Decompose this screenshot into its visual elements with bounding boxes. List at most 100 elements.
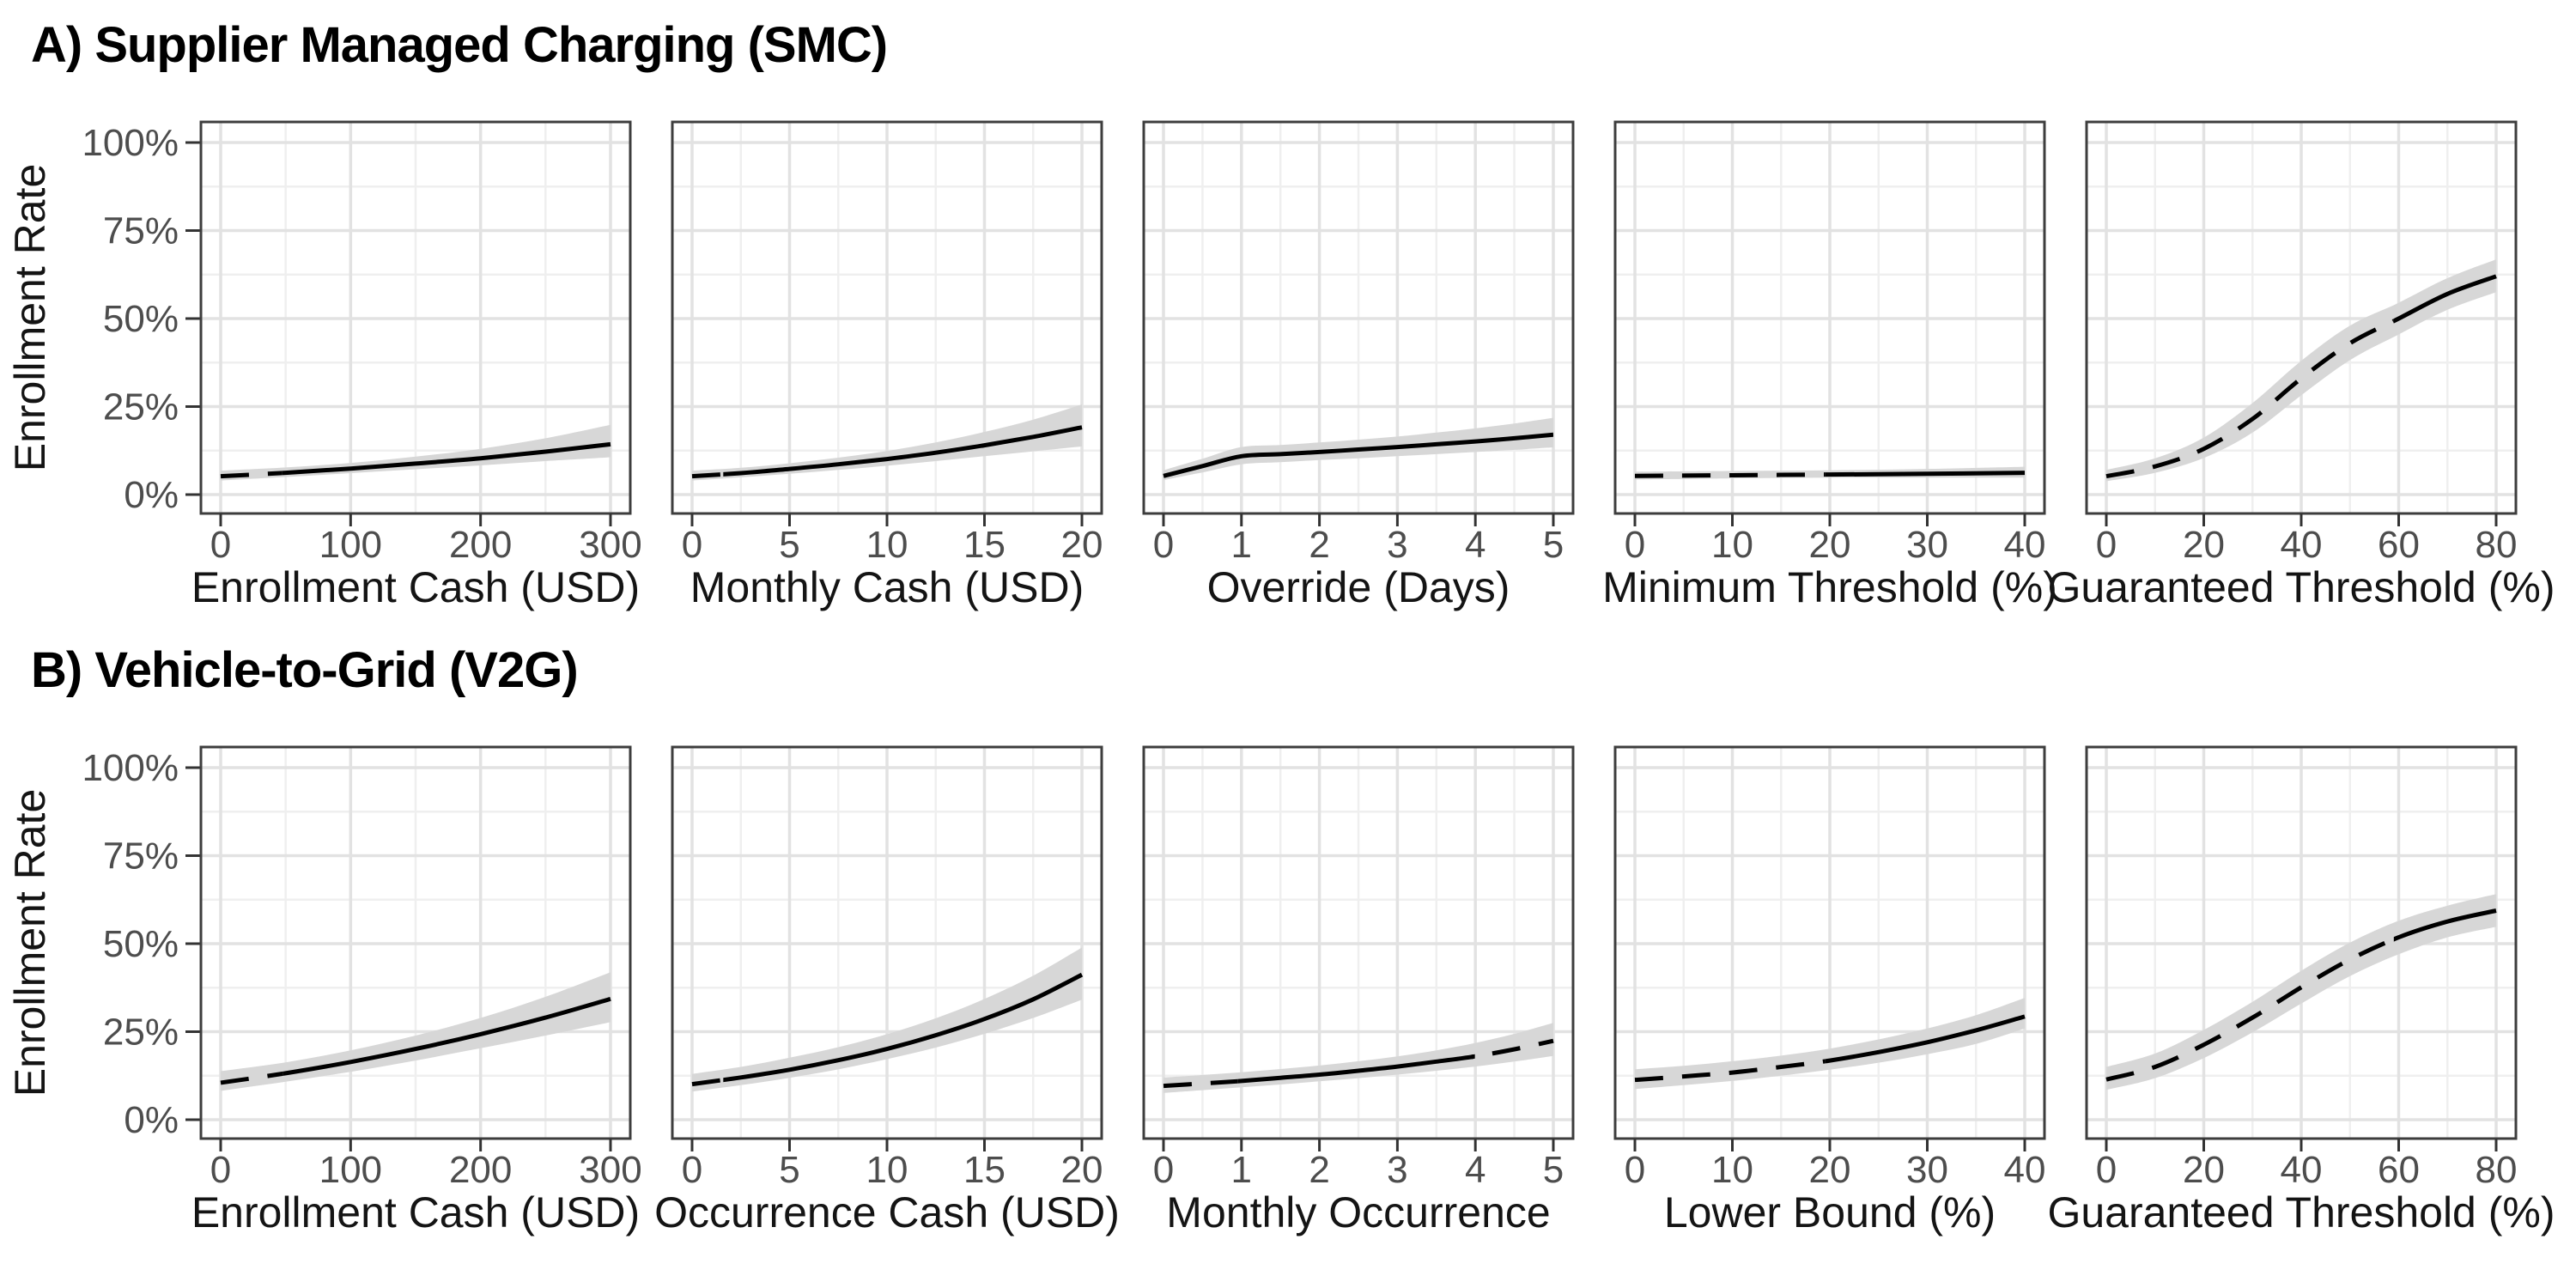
confidence-ribbon [221,972,611,1091]
y-tick-label: 75% [103,210,179,252]
y-axis-title: Enrollment Rate [6,789,54,1097]
x-tick-label: 0 [1153,524,1174,566]
x-tick-label: 40 [2004,524,2046,566]
mean-line-solid [2393,908,2497,942]
mean-line-dashed [1634,472,1826,478]
x-axis-title: Override (Days) [1207,563,1510,611]
x-tick-label: 20 [1809,524,1851,566]
x-tick-label: 4 [1465,524,1485,566]
x-tick-label: 0 [682,524,702,566]
x-tick-label: 20 [2183,1149,2225,1191]
y-tick-label: 75% [103,835,179,878]
y-tick-label: 0% [124,1099,179,1141]
x-tick-label: 80 [2476,1149,2518,1191]
y-tick-label: 100% [82,122,179,164]
mean-line-solid [283,996,611,1076]
panel-border [1142,120,1575,515]
x-tick-label: 10 [1711,1149,1753,1191]
panel-border [199,120,632,515]
x-tick-label: 20 [1061,1149,1103,1191]
x-tick-label: 0 [1625,1149,1645,1191]
y-tick-label: 50% [103,923,179,965]
x-tick-label: 40 [2004,1149,2046,1191]
x-tick-label: 60 [2378,1149,2420,1191]
x-tick-label: 3 [1387,524,1407,566]
panel-border [199,745,632,1140]
y-axis-title: Enrollment Rate [6,164,54,472]
x-tick-label: 2 [1309,1149,1329,1191]
x-tick-label: 0 [2096,524,2117,566]
mean-line-dashed [1163,1078,1238,1089]
mean-line-solid [723,425,1083,477]
x-axis-title: Minimum Threshold (%) [1602,563,2057,611]
x-tick-label: 2 [1309,524,1329,566]
x-tick-label: 0 [210,524,231,566]
x-axis-title: Guaranteed Threshold (%) [2047,563,2555,611]
x-tick-label: 0 [1153,1149,1174,1191]
mean-line-solid [282,441,611,476]
confidence-ribbon [1163,1023,1553,1093]
x-tick-label: 20 [1061,524,1103,566]
mean-line-solid [1237,1054,1475,1084]
mean-line-solid [2393,274,2497,324]
y-tick-label: 100% [82,747,179,789]
x-tick-label: 10 [866,1149,908,1191]
x-axis-title: Enrollment Cash (USD) [191,1188,640,1236]
x-tick-label: 10 [1711,524,1753,566]
x-tick-label: 5 [779,1149,799,1191]
confidence-ribbon [221,424,611,481]
x-tick-label: 300 [579,524,641,566]
x-tick-label: 100 [319,1149,382,1191]
x-tick-label: 0 [210,1149,231,1191]
x-tick-label: 15 [963,1149,1005,1191]
x-tick-label: 3 [1387,1149,1407,1191]
x-tick-label: 10 [866,524,908,566]
mean-line-dashed [1634,1059,1826,1083]
mean-line-dashed [2105,937,2394,1082]
x-tick-label: 20 [2183,524,2225,566]
mean-line-solid [723,972,1084,1083]
x-tick-label: 5 [779,524,799,566]
mean-line-dashed [2105,319,2394,479]
y-tick-label: 50% [103,298,179,340]
x-tick-label: 40 [2281,1149,2323,1191]
x-axis-title: Lower Bound (%) [1664,1188,1996,1236]
x-tick-label: 0 [682,1149,702,1191]
section-b-heading: B) Vehicle-to-Grid (V2G) [31,642,579,698]
x-tick-label: 5 [1543,1149,1564,1191]
mean-line-solid [1163,432,1553,478]
x-axis-title: Enrollment Cash (USD) [191,563,640,611]
x-axis-title: Monthly Occurrence [1166,1188,1550,1236]
mean-line-solid [1825,471,2026,477]
mean-line-solid [1825,1014,2026,1064]
confidence-ribbon [2106,894,2496,1091]
x-axis-title: Monthly Cash (USD) [690,563,1084,611]
x-tick-label: 200 [449,1149,512,1191]
x-tick-label: 300 [579,1149,641,1191]
y-tick-label: 25% [103,1012,179,1054]
x-tick-label: 60 [2378,524,2420,566]
x-tick-label: 0 [1625,524,1645,566]
y-tick-label: 25% [103,386,179,428]
y-tick-label: 0% [124,474,179,516]
x-tick-label: 100 [319,524,382,566]
x-tick-label: 30 [1906,524,1948,566]
confidence-ribbon [2106,259,2496,482]
x-tick-label: 1 [1231,524,1252,566]
section-a-heading: A) Supplier Managed Charging (SMC) [31,17,888,73]
confidence-ribbon [1635,998,2025,1090]
x-tick-label: 1 [1231,1149,1252,1191]
x-tick-label: 80 [2476,524,2518,566]
panel-border [1142,745,1575,1140]
x-tick-label: 20 [1809,1149,1851,1191]
